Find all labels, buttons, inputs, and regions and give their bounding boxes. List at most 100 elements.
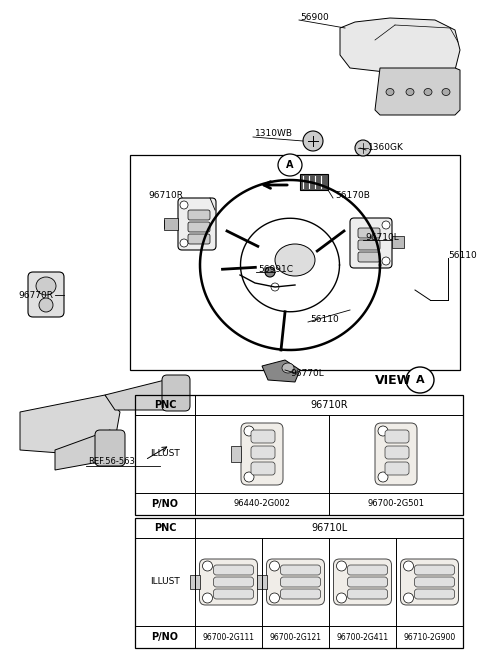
Ellipse shape	[406, 89, 414, 96]
Polygon shape	[262, 360, 300, 382]
Text: 96710R: 96710R	[310, 400, 348, 410]
Ellipse shape	[355, 140, 371, 156]
FancyBboxPatch shape	[280, 577, 321, 587]
Ellipse shape	[303, 131, 323, 151]
Ellipse shape	[244, 426, 254, 436]
Ellipse shape	[275, 244, 315, 276]
Text: 56170B: 56170B	[335, 190, 370, 199]
Text: 96710-2G900: 96710-2G900	[403, 632, 456, 642]
FancyBboxPatch shape	[251, 462, 275, 475]
Ellipse shape	[36, 277, 56, 295]
FancyBboxPatch shape	[385, 462, 409, 475]
Ellipse shape	[180, 239, 188, 247]
FancyBboxPatch shape	[178, 198, 216, 250]
Bar	[300, 174, 328, 190]
Ellipse shape	[180, 201, 188, 209]
FancyBboxPatch shape	[200, 559, 257, 605]
Ellipse shape	[404, 561, 413, 571]
Ellipse shape	[336, 593, 347, 603]
Text: 96440-2G002: 96440-2G002	[234, 499, 290, 508]
Ellipse shape	[382, 257, 390, 265]
FancyBboxPatch shape	[280, 565, 321, 575]
Ellipse shape	[203, 561, 213, 571]
Text: PNC: PNC	[154, 400, 176, 410]
Ellipse shape	[424, 89, 432, 96]
Text: A: A	[286, 160, 294, 170]
FancyBboxPatch shape	[385, 446, 409, 459]
Bar	[164, 218, 178, 230]
Polygon shape	[105, 380, 175, 410]
Ellipse shape	[244, 472, 254, 482]
FancyBboxPatch shape	[162, 375, 190, 411]
FancyBboxPatch shape	[214, 589, 253, 599]
Polygon shape	[55, 430, 115, 470]
Ellipse shape	[378, 426, 388, 436]
FancyBboxPatch shape	[400, 559, 458, 605]
Bar	[392, 236, 404, 248]
FancyBboxPatch shape	[358, 240, 380, 250]
FancyBboxPatch shape	[214, 565, 253, 575]
Ellipse shape	[406, 367, 434, 393]
FancyBboxPatch shape	[334, 559, 392, 605]
FancyBboxPatch shape	[251, 446, 275, 459]
Ellipse shape	[404, 593, 413, 603]
Text: 96710R: 96710R	[148, 190, 183, 199]
Text: 56991C: 56991C	[258, 266, 293, 274]
Text: 96700-2G411: 96700-2G411	[336, 632, 389, 642]
Text: ILLUST: ILLUST	[150, 449, 180, 459]
Text: 1310WB: 1310WB	[255, 129, 293, 138]
Ellipse shape	[378, 472, 388, 482]
FancyBboxPatch shape	[358, 252, 380, 262]
FancyBboxPatch shape	[348, 589, 387, 599]
Ellipse shape	[39, 298, 53, 312]
Bar	[256, 575, 266, 589]
Bar	[130, 155, 460, 370]
Polygon shape	[375, 68, 460, 115]
Text: A: A	[416, 375, 424, 385]
FancyBboxPatch shape	[251, 430, 275, 443]
FancyBboxPatch shape	[348, 565, 387, 575]
FancyBboxPatch shape	[28, 272, 64, 317]
Text: 96770R: 96770R	[18, 291, 53, 300]
FancyBboxPatch shape	[415, 577, 455, 587]
Text: 96700-2G121: 96700-2G121	[269, 632, 322, 642]
Ellipse shape	[269, 561, 279, 571]
Text: 1360GK: 1360GK	[368, 144, 404, 152]
Ellipse shape	[386, 89, 394, 96]
FancyBboxPatch shape	[188, 210, 210, 220]
FancyBboxPatch shape	[385, 430, 409, 443]
Text: P/NO: P/NO	[152, 632, 179, 642]
Ellipse shape	[442, 89, 450, 96]
Bar	[231, 446, 241, 462]
FancyBboxPatch shape	[95, 430, 125, 466]
FancyBboxPatch shape	[266, 559, 324, 605]
Ellipse shape	[282, 363, 294, 373]
FancyBboxPatch shape	[348, 577, 387, 587]
Ellipse shape	[203, 593, 213, 603]
FancyBboxPatch shape	[358, 228, 380, 238]
Text: 56900: 56900	[300, 14, 329, 22]
FancyBboxPatch shape	[214, 577, 253, 587]
Text: REF.56-563: REF.56-563	[88, 457, 135, 466]
Ellipse shape	[265, 267, 275, 277]
Text: 96770L: 96770L	[290, 369, 324, 377]
FancyBboxPatch shape	[188, 222, 210, 232]
Bar	[135, 518, 463, 648]
Ellipse shape	[336, 561, 347, 571]
Bar	[190, 575, 200, 589]
FancyBboxPatch shape	[415, 565, 455, 575]
Text: 96700-2G501: 96700-2G501	[368, 499, 424, 508]
Text: VIEW: VIEW	[375, 373, 411, 386]
Text: 56110: 56110	[310, 316, 339, 325]
Polygon shape	[340, 18, 460, 75]
Polygon shape	[20, 395, 120, 456]
Text: 96710L: 96710L	[311, 523, 347, 533]
FancyBboxPatch shape	[188, 234, 210, 244]
FancyBboxPatch shape	[415, 589, 455, 599]
FancyBboxPatch shape	[241, 423, 283, 485]
Text: ILLUST: ILLUST	[150, 577, 180, 586]
Ellipse shape	[269, 593, 279, 603]
Text: P/NO: P/NO	[152, 499, 179, 509]
Text: 56110: 56110	[448, 251, 477, 260]
Text: 96700-2G111: 96700-2G111	[203, 632, 254, 642]
